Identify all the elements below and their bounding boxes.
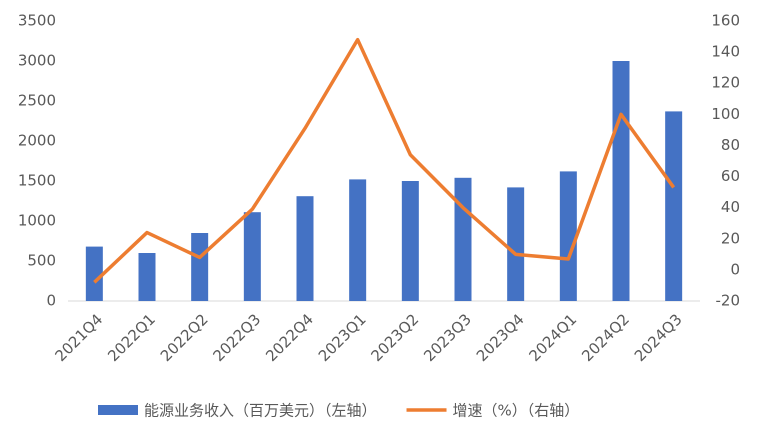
y-tick-label: 2000 xyxy=(18,132,56,150)
x-tick-label: 2022Q2 xyxy=(157,310,212,365)
y2-tick-label: 160 xyxy=(711,12,740,30)
y2-tick-label: 0 xyxy=(730,260,740,278)
y-tick-label: 500 xyxy=(27,252,56,270)
bar xyxy=(665,111,683,302)
bar xyxy=(507,187,525,301)
y2-tick-label: 80 xyxy=(721,136,740,154)
y2-tick-label: 40 xyxy=(721,198,740,216)
x-tick-label: 2023Q4 xyxy=(473,310,528,365)
bar xyxy=(401,181,419,301)
y2-tick-label: -20 xyxy=(716,292,741,310)
x-tick-label: 2024Q2 xyxy=(578,310,633,365)
bar xyxy=(296,196,314,301)
y2-tick-label: 60 xyxy=(721,167,740,185)
x-tick-label: 2022Q4 xyxy=(262,310,317,365)
line xyxy=(93,37,676,284)
bar xyxy=(454,177,472,301)
y-tick-label: 1000 xyxy=(18,212,56,230)
y2-tick-label: 100 xyxy=(711,105,740,123)
x-tick-label: 2021Q4 xyxy=(52,310,107,365)
x-tick-label: 2024Q3 xyxy=(631,310,686,365)
y2-tick-label: 140 xyxy=(711,43,740,61)
y-tick-label: 3500 xyxy=(18,12,56,30)
legend-label: 能源业务收入（百万美元）（左轴） xyxy=(144,402,377,420)
bar xyxy=(559,171,577,301)
y-tick-label: 0 xyxy=(46,292,56,310)
y-tick-label: 3000 xyxy=(18,52,56,70)
y-tick-label: 1500 xyxy=(18,172,56,190)
x-tick-label: 2023Q2 xyxy=(368,310,423,365)
bar xyxy=(138,253,156,301)
legend-label: 增速（%）（右轴） xyxy=(453,402,580,420)
y-tick-label: 2500 xyxy=(18,92,56,110)
x-tick-label: 2023Q3 xyxy=(420,310,475,365)
bar xyxy=(191,233,209,301)
x-tick-label: 2023Q1 xyxy=(315,310,370,365)
bar xyxy=(243,212,261,301)
x-tick-label: 2024Q1 xyxy=(526,310,581,365)
y2-tick-label: 120 xyxy=(711,74,740,92)
x-tick-label: 2022Q3 xyxy=(210,310,265,365)
y2-tick-label: 20 xyxy=(721,229,740,247)
bar xyxy=(85,246,103,301)
legend-swatch xyxy=(98,405,138,415)
bar xyxy=(612,61,630,301)
bar xyxy=(349,179,367,301)
x-tick-label: 2022Q1 xyxy=(104,310,159,365)
